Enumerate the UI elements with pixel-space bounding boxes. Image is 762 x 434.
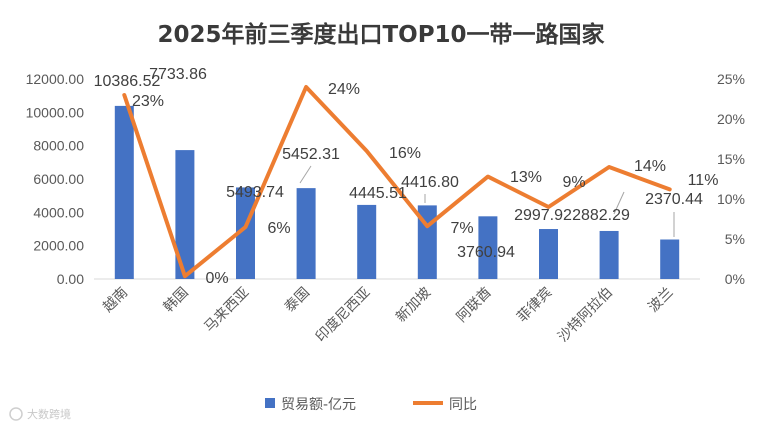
category-label: 韩国	[161, 285, 192, 316]
line-value-label: 9%	[562, 174, 585, 191]
line-value-label: 6%	[267, 220, 290, 237]
watermark-text: 大数跨境	[27, 407, 71, 421]
right-axis-tick-label: 15%	[717, 151, 745, 167]
leader-line	[299, 165, 312, 184]
right-axis-tick-label: 0%	[725, 271, 745, 287]
line-value-label: 11%	[688, 172, 719, 189]
watermark: 大数跨境	[9, 407, 71, 421]
category-label: 印度尼西亚	[313, 285, 374, 346]
category-labels: 越南 韩国 马来西亚 泰国 印度尼西亚 新加坡 阿联酋 菲律宾 沙特阿拉伯 波兰	[100, 284, 677, 346]
line-value-label: 16%	[389, 145, 421, 162]
bar	[175, 150, 195, 279]
category-label: 沙特阿拉伯	[555, 285, 616, 346]
bar-value-label: 3760.94	[457, 244, 515, 261]
bar-value-label: 2882.29	[572, 207, 630, 224]
legend: 贸易额-亿元 同比	[265, 397, 477, 413]
line-value-label: 14%	[634, 158, 666, 175]
legend-label-line: 同比	[449, 397, 477, 413]
bar-value-label: 7733.86	[149, 66, 207, 83]
category-label: 波兰	[645, 285, 676, 316]
bar	[599, 230, 619, 279]
left-axis-tick-label: 0.00	[57, 271, 84, 287]
line-path	[122, 85, 672, 279]
legend-label-bar: 贸易额-亿元	[281, 397, 356, 413]
bar	[478, 216, 498, 279]
category-label: 马来西亚	[201, 285, 252, 336]
bar	[236, 187, 255, 279]
line-value-label: 0%	[205, 270, 228, 287]
category-label: 泰国	[282, 285, 313, 316]
line-value-label: 24%	[328, 81, 360, 98]
right-axis-tick-label: 20%	[717, 111, 745, 127]
left-axis-tick-label: 6000.00	[33, 171, 84, 187]
chart-title: 2025年前三季度出口TOP10一带一路国家	[157, 21, 604, 48]
bar-value-label: 4445.51	[349, 185, 407, 202]
line-value-label: 23%	[132, 93, 164, 110]
bar	[539, 229, 558, 279]
bar-value-label: 5493.74	[226, 184, 284, 201]
bar-value-label: 2997.92	[514, 207, 572, 224]
bar	[114, 105, 134, 280]
right-axis: 0% 5% 10% 15% 20% 25%	[717, 71, 745, 287]
legend-swatch-bar	[265, 398, 275, 408]
leader-line	[613, 191, 625, 215]
right-axis-tick-label: 25%	[717, 71, 745, 87]
category-label: 新加坡	[393, 285, 434, 326]
left-axis-tick-label: 4000.00	[33, 204, 84, 220]
left-axis-tick-label: 2000.00	[33, 238, 84, 254]
left-axis-tick-label: 8000.00	[33, 138, 84, 154]
bar	[296, 188, 316, 279]
right-axis-tick-label: 10%	[717, 191, 745, 207]
bar-value-label: 5452.31	[282, 146, 340, 163]
left-axis: 0.00 2000.00 4000.00 6000.00 8000.00 10000.00…	[26, 71, 700, 287]
line-value-label: 7%	[450, 220, 473, 237]
bar-value-label: 2370.44	[645, 191, 703, 208]
bar-value-label: 4416.80	[401, 174, 459, 191]
bar-value-label: 10386.52	[94, 73, 161, 90]
left-axis-tick-label: 12000.00	[26, 71, 85, 87]
bar	[660, 239, 680, 279]
left-axis-tick-label: 10000.00	[26, 104, 85, 120]
bar	[357, 204, 377, 279]
category-label: 越南	[100, 285, 131, 316]
category-label: 菲律宾	[514, 285, 555, 326]
right-axis-tick-label: 5%	[725, 231, 745, 247]
watermark-logo	[9, 407, 23, 421]
category-label: 阿联酋	[453, 284, 495, 326]
line-series	[122, 85, 672, 279]
line-value-label: 13%	[510, 169, 542, 186]
